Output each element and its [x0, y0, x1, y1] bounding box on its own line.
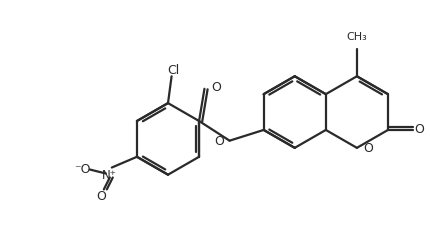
Text: O: O [413, 123, 423, 136]
Text: N⁺: N⁺ [102, 169, 117, 182]
Text: O: O [214, 135, 224, 148]
Text: CH₃: CH₃ [346, 32, 366, 42]
Text: O: O [362, 142, 372, 155]
Text: O: O [211, 81, 221, 94]
Text: ⁻O: ⁻O [74, 163, 91, 176]
Text: O: O [96, 190, 105, 203]
Text: Cl: Cl [167, 64, 179, 77]
